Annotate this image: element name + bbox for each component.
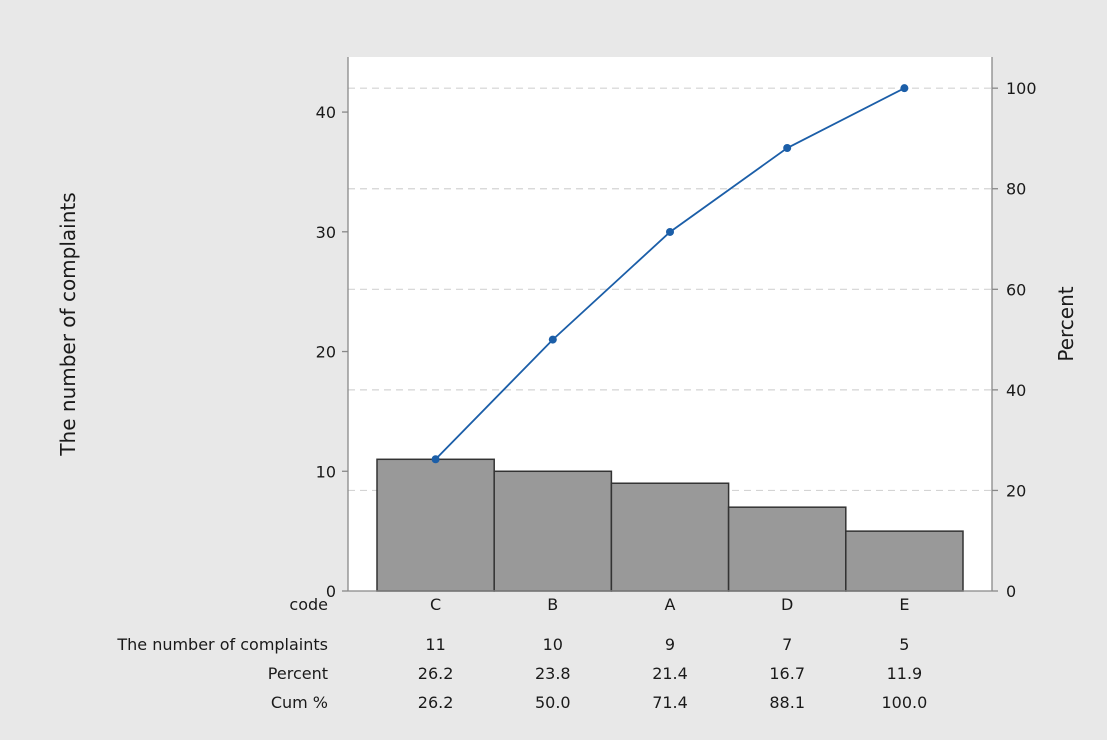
table-cell: 11 xyxy=(425,635,445,654)
right-axis-title: Percent xyxy=(1054,286,1078,361)
bars xyxy=(376,458,964,592)
left-axis-ticks: 0 10 20 30 40 xyxy=(316,103,348,601)
right-axis-ticks: 0 20 40 60 80 100 xyxy=(992,79,1037,601)
table-row-label: The number of complaints xyxy=(116,635,328,654)
table-cell: 11.9 xyxy=(887,664,923,683)
axes xyxy=(347,57,993,592)
bar-B xyxy=(493,470,613,592)
table-cell: 7 xyxy=(782,635,792,654)
left-tick-label: 10 xyxy=(316,462,336,481)
left-tick-label: 30 xyxy=(316,223,336,242)
table-cell: 5 xyxy=(899,635,909,654)
table-cell: 50.0 xyxy=(535,693,571,712)
category-label: A xyxy=(665,595,676,614)
left-tick-label: 20 xyxy=(316,343,336,362)
table-cell: 71.4 xyxy=(652,693,688,712)
category-label: E xyxy=(899,595,909,614)
cum-percent-point-C xyxy=(431,455,440,464)
cum-percent-point-E xyxy=(900,84,909,93)
cum-percent-point-B xyxy=(548,335,557,344)
table-values: 11 10 9 7 5 26.2 23.8 21.4 16.7 11.9 26.2 50.0 71.4 8… xyxy=(418,635,928,712)
category-label: D xyxy=(781,595,793,614)
right-tick-label: 20 xyxy=(1006,481,1026,500)
cumulative-percent-line xyxy=(431,84,909,464)
right-tick-label: 40 xyxy=(1006,381,1026,400)
bar-D xyxy=(727,506,847,592)
category-label: B xyxy=(547,595,558,614)
bar-E xyxy=(845,530,964,592)
category-label: C xyxy=(430,595,441,614)
cum-percent-point-A xyxy=(666,227,674,236)
table-cell: 16.7 xyxy=(769,664,805,683)
right-tick-label: 80 xyxy=(1006,180,1026,199)
table-cell: 26.2 xyxy=(418,693,454,712)
bar-A xyxy=(610,482,730,592)
bar-C xyxy=(376,458,495,592)
right-tick-label: 0 xyxy=(1006,582,1016,601)
data-table: code The number of complaints Percent Cu… xyxy=(116,595,328,712)
table-cell: 26.2 xyxy=(418,664,454,683)
table-row-label: Cum % xyxy=(271,693,328,712)
left-tick-label: 40 xyxy=(316,103,336,122)
left-axis-title: The number of complaints xyxy=(56,192,80,456)
table-cell: 21.4 xyxy=(652,664,688,683)
cum-percent-point-D xyxy=(783,144,792,153)
table-header-label: code xyxy=(289,595,328,614)
table-cell: 9 xyxy=(665,635,675,654)
table-cell: 23.8 xyxy=(535,664,571,683)
right-tick-label: 60 xyxy=(1006,280,1026,299)
table-row-label: Percent xyxy=(268,664,328,683)
table-cell: 100.0 xyxy=(881,693,927,712)
table-cell: 88.1 xyxy=(769,693,805,712)
table-cell: 10 xyxy=(543,635,563,654)
left-tick-label: 0 xyxy=(326,582,336,601)
right-tick-label: 100 xyxy=(1006,79,1037,98)
